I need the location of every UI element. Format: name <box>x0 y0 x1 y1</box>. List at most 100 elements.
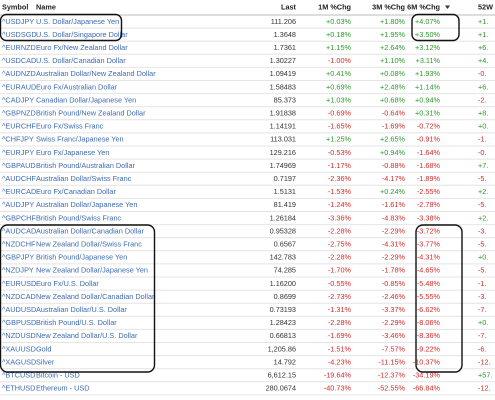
symbol-cell[interactable]: ^GBPUSD <box>2 318 36 327</box>
symbol-cell[interactable]: ^NZDJPY <box>2 266 34 275</box>
chg-1m-cell: -2.75% <box>328 239 352 248</box>
symbol-cell[interactable]: ^USDSGD <box>2 30 37 39</box>
last-cell: 14.792 <box>274 357 296 366</box>
symbol-cell[interactable]: ^EURAUD <box>2 82 36 91</box>
column-header[interactable]: Last <box>281 2 297 11</box>
symbol-cell[interactable]: ^AUDNZD <box>2 69 36 78</box>
name-cell[interactable]: Euro Fx/Swiss Franc <box>36 122 104 131</box>
chg-6m-cell: +3.50% <box>415 30 440 39</box>
name-cell[interactable]: Euro Fx/U.S. Dollar <box>36 279 99 288</box>
name-cell[interactable]: British Pound/U.S. Dollar <box>36 318 117 327</box>
symbol-cell[interactable]: ^AUDJPY <box>2 200 34 209</box>
chg-52w-cell: +7. <box>478 161 488 170</box>
symbol-cell[interactable]: ^NZDCAD <box>2 292 36 301</box>
chg-52w-cell: +0. <box>478 122 488 131</box>
chg-6m-cell: +3.11% <box>416 56 441 65</box>
symbol-cell[interactable]: ^EURCHF <box>2 122 36 131</box>
symbol-cell[interactable]: ^AUDCHF <box>2 174 36 183</box>
name-cell[interactable]: Australian Dollar/New Zealand Dollar <box>36 69 156 78</box>
name-cell[interactable]: Australian Dollar/Japanese Yen <box>36 200 137 209</box>
name-cell[interactable]: Swiss Franc/Japanese Yen <box>36 135 124 144</box>
symbol-cell[interactable]: ^USDJPY <box>2 17 34 26</box>
name-cell[interactable]: Ethereum - USD <box>36 384 90 393</box>
name-cell[interactable]: Canadian Dollar/Japanese Yen <box>36 95 136 104</box>
chg-6m-cell: -4.65% <box>417 266 441 275</box>
name-cell[interactable]: New Zealand Dollar/Canadian Dollar <box>36 292 155 301</box>
symbol-cell[interactable]: ^XAUUSD <box>2 344 36 353</box>
column-header[interactable]: Symbol <box>2 2 28 11</box>
chg-52w-cell: -3. <box>478 292 487 301</box>
name-cell[interactable]: U.S. Dollar/Canadian Dollar <box>36 56 126 65</box>
last-cell: 0.73193 <box>270 305 296 314</box>
chg-52w-cell: -5. <box>478 200 487 209</box>
symbol-cell[interactable]: ^AUDUSD <box>2 305 36 314</box>
symbol-cell[interactable]: ^XAGUSD <box>2 357 36 366</box>
name-cell[interactable]: New Zealand Dollar/Swiss Franc <box>36 239 142 248</box>
symbol-cell[interactable]: ^NZDUSD <box>2 331 36 340</box>
symbol-cell[interactable]: ^CHFJPY <box>2 135 34 144</box>
symbol-cell[interactable]: ^NZDCHF <box>2 239 36 248</box>
name-cell[interactable]: Euro Fx/Australian Dollar <box>36 82 118 91</box>
name-cell[interactable]: British Pound/New Zealand Dollar <box>36 108 146 117</box>
sort-arrow[interactable] <box>445 5 450 10</box>
chg-6m-cell: -3.77% <box>417 239 441 248</box>
name-cell[interactable]: Australian Dollar/U.S. Dollar <box>36 305 127 314</box>
column-header[interactable]: 1M %Chg <box>318 2 351 11</box>
chg-52w-cell: -3. <box>478 226 487 235</box>
name-cell[interactable]: New Zealand Dollar/U.S. Dollar <box>36 331 138 340</box>
last-cell: 0.66813 <box>270 331 296 340</box>
symbol-cell[interactable]: ^GBPJPY <box>2 253 34 262</box>
last-cell: 6,612.15 <box>268 370 296 379</box>
chg-3m-cell: +0.24% <box>380 187 405 196</box>
name-cell[interactable]: Euro Fx/Japanese Yen <box>36 148 109 157</box>
name-cell[interactable]: British Pound/Japanese Yen <box>36 253 127 262</box>
chg-6m-cell: -2.78% <box>417 200 441 209</box>
name-cell[interactable]: British Pound/Swiss Franc <box>36 213 122 222</box>
name-cell[interactable]: U.S. Dollar/Singapore Dollar <box>36 30 128 39</box>
name-cell[interactable]: Euro Fx/Canadian Dollar <box>36 187 116 196</box>
symbol-cell[interactable]: ^CADJPY <box>2 95 34 104</box>
name-cell[interactable]: Gold <box>36 344 51 353</box>
column-header[interactable]: 3M %Chg <box>372 2 405 11</box>
last-cell: 0.95328 <box>270 226 296 235</box>
chg-3m-cell: -1.78% <box>382 266 406 275</box>
symbol-cell[interactable]: ^USDCAD <box>2 56 36 65</box>
name-cell[interactable]: Australian Dollar/Swiss Franc <box>36 174 132 183</box>
name-cell[interactable]: Bitcoin - USD <box>36 370 80 379</box>
column-header[interactable]: Name <box>36 2 56 11</box>
name-cell[interactable]: British Pound/Australian Dollar <box>36 161 136 170</box>
symbol-cell[interactable]: ^AUDCAD <box>2 226 36 235</box>
symbol-cell[interactable]: ^EURNZD <box>2 43 36 52</box>
chg-6m-cell: -34.19% <box>413 370 441 379</box>
name-cell[interactable]: Silver <box>36 357 55 366</box>
symbol-cell[interactable]: ^EURCAD <box>2 187 36 196</box>
symbol-cell[interactable]: ^EURUSD <box>2 279 36 288</box>
name-cell[interactable]: U.S. Dollar/Japanese Yen <box>36 17 119 26</box>
last-cell: 1.14191 <box>270 122 296 131</box>
last-cell: 74.285 <box>274 266 296 275</box>
symbol-cell[interactable]: ^GBPAUD <box>2 161 36 170</box>
symbol-cell[interactable]: ^BTCUSD <box>2 370 35 379</box>
table-body: ^USDJPY U.S. Dollar/Japanese Yen 111.206 +0… <box>0 17 495 396</box>
chg-52w-cell: -5. <box>478 239 487 248</box>
symbol-cell[interactable]: ^EURJPY <box>2 148 34 157</box>
chg-1m-cell: -1.69% <box>328 331 352 340</box>
name-cell[interactable]: Euro Fx/New Zealand Dollar <box>36 43 128 52</box>
symbol-cell[interactable]: ^ETHUSD <box>2 384 35 393</box>
column-header[interactable]: 6M %Chg <box>407 2 440 11</box>
name-cell[interactable]: New Zealand Dollar/Japanese Yen <box>36 266 148 275</box>
symbol-cell[interactable]: ^GBPNZD <box>2 108 36 117</box>
chg-6m-cell: -10.37% <box>413 357 441 366</box>
column-header[interactable]: 52W % <box>478 2 495 11</box>
chg-6m-cell: +3.12% <box>415 43 440 52</box>
chg-52w-cell: +0. <box>478 318 488 327</box>
chg-3m-cell: -0.88% <box>382 161 406 170</box>
chg-3m-cell: -7.57% <box>382 344 406 353</box>
chg-6m-cell: -3.38% <box>417 213 441 222</box>
chg-3m-cell: +1.80% <box>380 17 405 26</box>
symbol-cell[interactable]: ^GBPCHF <box>2 213 36 222</box>
name-cell[interactable]: Australian Dollar/Canadian Dollar <box>36 226 144 235</box>
chg-52w-cell: -12. <box>478 357 491 366</box>
chg-3m-cell: +0.08% <box>380 69 405 78</box>
chg-6m-cell: -66.84% <box>413 384 441 393</box>
